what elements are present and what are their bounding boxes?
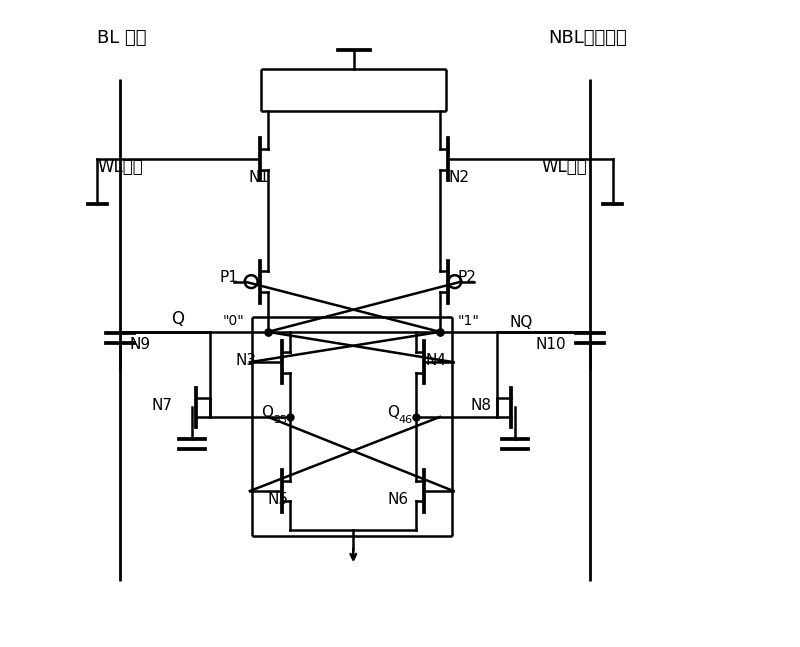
Text: N6: N6 bbox=[387, 492, 408, 507]
Text: NBL位线的非: NBL位线的非 bbox=[548, 29, 627, 47]
Text: P2: P2 bbox=[458, 270, 477, 285]
Text: N1: N1 bbox=[249, 170, 270, 185]
Text: N5: N5 bbox=[268, 492, 289, 507]
Text: N8: N8 bbox=[471, 399, 492, 413]
Text: 46: 46 bbox=[398, 415, 413, 425]
Text: 35: 35 bbox=[273, 415, 287, 425]
Text: N10: N10 bbox=[535, 337, 566, 352]
Text: N9: N9 bbox=[130, 337, 150, 352]
Text: Q: Q bbox=[262, 405, 274, 420]
Text: WL字线: WL字线 bbox=[98, 158, 143, 176]
Text: N4: N4 bbox=[426, 353, 446, 368]
Text: BL 位线: BL 位线 bbox=[98, 29, 146, 47]
Text: N2: N2 bbox=[448, 170, 470, 185]
Text: Q: Q bbox=[171, 309, 184, 327]
Text: NQ: NQ bbox=[510, 314, 533, 330]
Text: "0": "0" bbox=[223, 314, 245, 328]
Text: WL字线: WL字线 bbox=[542, 158, 587, 176]
Text: N7: N7 bbox=[152, 399, 173, 413]
Text: Q: Q bbox=[387, 405, 399, 420]
Text: "1": "1" bbox=[458, 314, 480, 328]
Text: N3: N3 bbox=[236, 353, 257, 368]
Text: P1: P1 bbox=[220, 270, 238, 285]
